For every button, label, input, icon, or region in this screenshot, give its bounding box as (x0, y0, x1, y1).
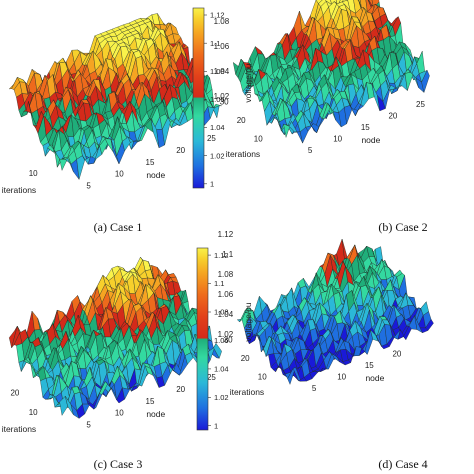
x-axis-label: node (365, 373, 384, 383)
colorbar-tick-label: 1.06 (210, 95, 225, 104)
zlabel-case-4: voltage/pu (243, 302, 253, 341)
z-tick-label: 1.06 (214, 42, 230, 51)
y-axis-label: iterations (230, 387, 265, 397)
x-tick-label: 10 (337, 372, 346, 381)
y-tick-label: 10 (258, 372, 267, 381)
caption-case-3: (c) Case 3 (94, 457, 143, 471)
x-tick-label: 15 (365, 361, 374, 370)
x-tick-label: 15 (146, 397, 155, 406)
caption-case-1: (a) Case 1 (94, 220, 143, 234)
x-tick-label: 5 (308, 146, 313, 155)
colorbar-tick-label: 1.1 (214, 279, 224, 288)
colorbar-tick-label: 1.08 (214, 308, 229, 317)
z-tick-label: 1.08 (218, 270, 234, 279)
x-tick-label: 25 (207, 134, 216, 143)
x-tick-label: 5 (312, 384, 317, 393)
x-tick-label: 5 (86, 421, 91, 430)
z-tick-label: 1.1 (218, 0, 230, 1)
panel-case-3: 5 10 15 20 25 node 20 10 iterations (c) Case 3 (2, 256, 222, 471)
colorbar-tick-label: 1.02 (210, 151, 225, 160)
y-tick-label: 30 (224, 336, 233, 345)
colorbar-bar (192, 7, 205, 189)
axes-case-4: 5 10 15 20 node 30 20 10 iterations 1.02 1.04 1.06 1… (218, 230, 402, 397)
panel-case-2: 5 10 15 20 25 node 30 20 10 iterations 1.02 1.04 1.0… (214, 0, 430, 234)
colorbar-tick-label: 1 (214, 421, 218, 430)
surface-facet (213, 103, 222, 109)
x-axis-label: node (361, 135, 380, 145)
y-tick-label: 20 (241, 354, 250, 363)
surface-case-1 (8, 13, 222, 181)
x-axis-label: node (146, 170, 165, 180)
surface-facet (425, 318, 434, 331)
x-axis-label: node (146, 409, 165, 419)
x-tick-label: 25 (207, 373, 216, 382)
y-axis-label: iterations (226, 149, 261, 159)
y-axis-label: iterations (2, 185, 37, 195)
surface-case-2 (232, 0, 430, 144)
surface-facet (213, 342, 222, 359)
colorbar-tick-label: 1 (210, 180, 214, 189)
y-tick-label: 10 (29, 169, 38, 178)
x-tick-label: 5 (86, 182, 91, 191)
colorbar-tick-label: 1.12 (210, 11, 225, 20)
z-tick-label: 1.02 (218, 330, 234, 339)
x-tick-label: 15 (146, 158, 155, 167)
axes-case-1: 5 10 15 20 25 node 10 iterations (2, 134, 217, 195)
x-tick-label: 15 (361, 123, 370, 132)
z-tick-label: 1.02 (214, 92, 230, 101)
z-tick-label: 1.1 (222, 250, 234, 259)
surface-case-3 (9, 256, 222, 419)
x-tick-label: 10 (333, 134, 342, 143)
surface-facet (421, 69, 430, 94)
z-tick-label: 1.04 (214, 67, 230, 76)
caption-case-2: (b) Case 2 (378, 220, 427, 234)
x-tick-label: 20 (392, 349, 401, 358)
x-tick-label: 20 (388, 111, 397, 120)
panel-case-1: 5 10 15 20 25 node 10 iterations (a) Case 1 (2, 13, 222, 234)
zlabel-case-2: voltage/pu (243, 63, 253, 102)
y-tick-label: 30 (220, 98, 229, 107)
y-tick-label: 10 (29, 408, 38, 417)
colorbar-tick-label: 1.06 (214, 336, 229, 345)
z-tick-label: 1.08 (214, 17, 230, 26)
x-tick-label: 10 (115, 409, 124, 418)
axes-case-2: 5 10 15 20 25 node 30 20 10 iterations 1.02 1.04 1.0… (214, 0, 426, 159)
x-tick-label: 20 (176, 146, 185, 155)
colorbar-case-3: 1 1.02 1.04 1.06 1.08 1.1 1.12 (196, 247, 229, 431)
x-tick-label: 25 (416, 100, 425, 109)
x-tick-label: 20 (176, 385, 185, 394)
colorbar-tick-label: 1.02 (214, 393, 229, 402)
z-tick-label: 1.04 (218, 310, 234, 319)
colorbar-tick-label: 1.12 (214, 251, 229, 260)
x-tick-label: 10 (115, 170, 124, 179)
colorbar-tick-label: 1.08 (210, 67, 225, 76)
colorbar-tick-label: 1.1 (210, 39, 220, 48)
y-tick-label: 20 (10, 389, 19, 398)
z-tick-label: 1.06 (218, 290, 234, 299)
surface-case-4 (236, 238, 434, 385)
z-tick-label: 1.12 (218, 230, 234, 239)
colorbar-bar (196, 247, 209, 431)
panel-case-4: 5 10 15 20 node 30 20 10 iterations 1.02 1.04 1.06 1… (218, 230, 434, 471)
caption-case-4: (d) Case 4 (378, 457, 427, 471)
y-tick-label: 10 (254, 134, 263, 143)
colorbar-case-1: 1 1.02 1.04 1.06 1.08 1.1 1.12 (192, 7, 225, 189)
y-axis-label: iterations (2, 424, 37, 434)
colorbar-tick-label: 1.04 (210, 123, 225, 132)
axes-case-3: 5 10 15 20 25 node 20 10 iterations (2, 373, 217, 434)
y-tick-label: 20 (237, 116, 246, 125)
colorbar-tick-label: 1.04 (214, 365, 229, 374)
